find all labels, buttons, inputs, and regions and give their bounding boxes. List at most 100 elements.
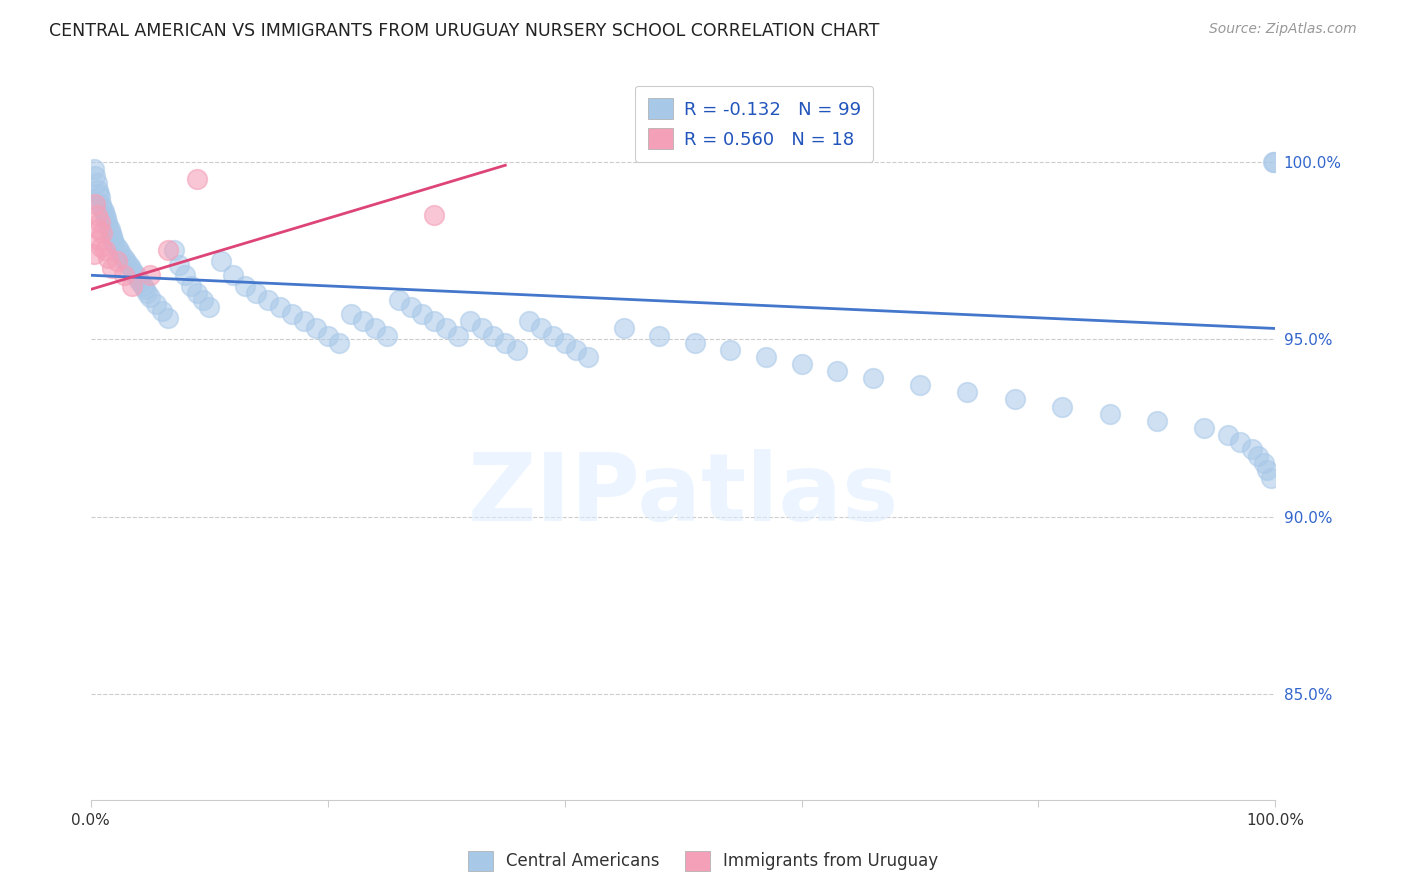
Point (91, 201, 114, 215)
Point (648, 328, 671, 343)
Point (423, 314, 446, 328)
Point (269, 300, 291, 314)
Point (112, 268, 135, 283)
Legend: R = -0.132   N = 99, R = 0.560   N = 18: R = -0.132 N = 99, R = 0.560 N = 18 (636, 86, 873, 161)
Point (1098, 407, 1121, 421)
Point (1263, 154, 1285, 169)
Point (245, 285, 267, 300)
Point (97, 219, 120, 233)
Point (1146, 414, 1168, 428)
Point (86, 176, 108, 190)
Point (156, 310, 179, 325)
Point (316, 328, 339, 343)
Point (388, 293, 411, 307)
Point (720, 343, 742, 357)
Point (198, 300, 221, 314)
Point (89, 190, 111, 204)
Point (127, 272, 149, 286)
Point (122, 265, 145, 279)
Point (1256, 463, 1278, 477)
Point (100, 226, 122, 240)
Point (110, 247, 132, 261)
Point (956, 385, 979, 400)
Point (193, 293, 215, 307)
Point (129, 276, 152, 290)
Point (145, 296, 167, 310)
Point (423, 208, 446, 222)
Point (101, 229, 124, 244)
Point (222, 268, 245, 283)
Point (292, 314, 315, 328)
Point (132, 279, 155, 293)
Point (517, 314, 540, 328)
Point (565, 343, 588, 357)
Point (101, 233, 124, 247)
Point (94, 244, 117, 258)
Point (139, 289, 162, 303)
Point (1253, 456, 1275, 470)
Text: Source: ZipAtlas.com: Source: ZipAtlas.com (1209, 22, 1357, 37)
Point (506, 343, 529, 357)
Point (83, 247, 105, 261)
Point (554, 335, 576, 350)
Point (209, 254, 232, 268)
Point (305, 321, 328, 335)
Point (96, 215, 118, 229)
Point (180, 279, 202, 293)
Point (1194, 421, 1216, 435)
Point (134, 282, 156, 296)
Point (90, 197, 112, 211)
Point (186, 285, 208, 300)
Point (162, 244, 184, 258)
Point (1004, 392, 1026, 407)
Point (94, 211, 117, 226)
Point (458, 314, 481, 328)
Point (90, 240, 112, 254)
Point (186, 172, 208, 186)
Point (447, 328, 470, 343)
Point (169, 258, 191, 272)
Point (494, 335, 516, 350)
Point (1260, 470, 1282, 484)
Point (908, 378, 931, 392)
Point (105, 254, 128, 268)
Point (83, 161, 105, 176)
Point (94, 208, 117, 222)
Point (87, 233, 110, 247)
Text: CENTRAL AMERICAN VS IMMIGRANTS FROM URUGUAY NURSERY SCHOOL CORRELATION CHART: CENTRAL AMERICAN VS IMMIGRANTS FROM URUG… (49, 22, 880, 40)
Point (91, 226, 114, 240)
Point (530, 321, 553, 335)
Point (89, 215, 111, 229)
Point (613, 321, 636, 335)
Point (105, 240, 128, 254)
Point (124, 268, 146, 283)
Point (233, 279, 256, 293)
Point (1247, 449, 1270, 463)
Point (93, 204, 115, 219)
Point (790, 357, 813, 371)
Point (755, 350, 778, 364)
Point (121, 279, 143, 293)
Point (683, 335, 706, 350)
Point (97, 251, 120, 265)
Point (86, 208, 108, 222)
Point (1216, 428, 1239, 442)
Point (1261, 154, 1284, 169)
Point (117, 258, 139, 272)
Point (136, 285, 159, 300)
Point (98, 222, 121, 236)
Point (375, 328, 398, 343)
Point (1240, 442, 1263, 457)
Point (576, 350, 599, 364)
Point (328, 335, 350, 350)
Legend: Central Americans, Immigrants from Uruguay: Central Americans, Immigrants from Urugu… (460, 842, 946, 880)
Text: ZIPatlas: ZIPatlas (467, 449, 898, 541)
Point (112, 251, 135, 265)
Point (156, 244, 179, 258)
Point (471, 321, 494, 335)
Point (87, 186, 110, 201)
Point (482, 328, 505, 343)
Point (115, 254, 138, 268)
Point (340, 307, 363, 321)
Point (257, 293, 280, 307)
